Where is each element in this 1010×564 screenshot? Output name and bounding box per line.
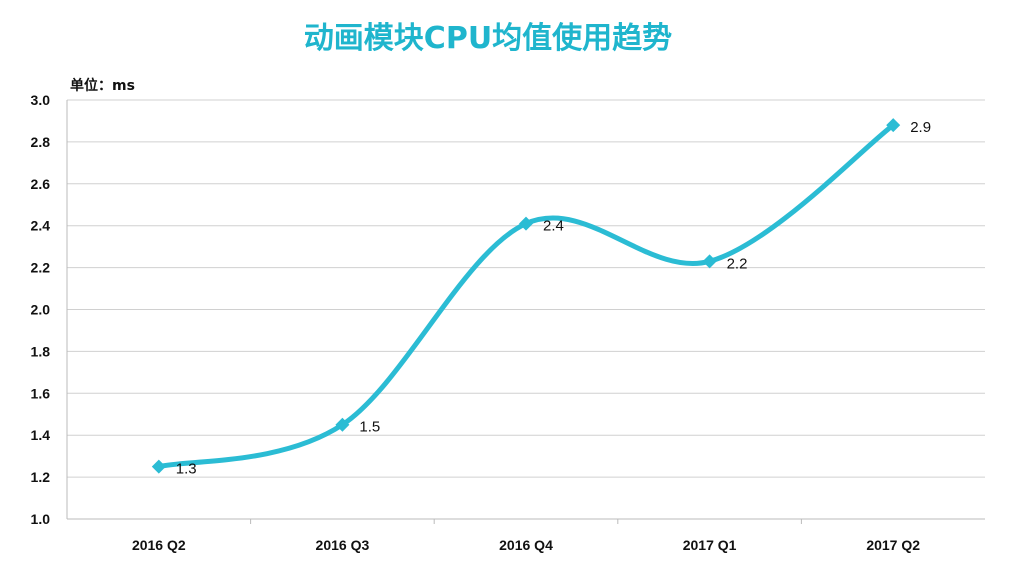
data-label: 1.5 [359,419,380,436]
data-point-marker [886,118,901,133]
x-tick-label: 2016 Q2 [132,537,186,553]
y-tick-label: 2.6 [31,176,51,192]
series-line [156,122,896,470]
y-axis-ticks: 1.0 1.2 1.4 1.6 1.8 2.0 2.2 2.4 2.6 2.8 3.0 [31,92,51,527]
x-tick-label: 2017 Q1 [683,537,737,553]
y-tick-label: 1.2 [31,469,51,485]
y-tick-label: 2.8 [31,134,51,150]
unit-label: 单位：ms [70,77,135,94]
chart-title: 动画模块CPU均值使用趋势 [304,21,672,56]
x-tick-label: 2016 Q4 [499,537,553,553]
y-tick-label: 2.2 [31,260,51,276]
y-tick-label: 2.4 [31,218,51,234]
series-layer [156,122,896,470]
y-tick-label: 1.8 [31,343,51,359]
data-label: 2.2 [727,255,748,272]
data-label: 1.3 [176,461,197,478]
y-tick-label: 2.0 [31,302,51,318]
y-tick-label: 3.0 [31,92,51,108]
data-label: 2.4 [543,218,564,235]
data-point-marker [335,417,350,432]
data-point-marker [519,216,533,231]
x-tick-label: 2017 Q2 [866,537,920,553]
data-point-marker [151,459,166,474]
data-labels-layer: 1.3 1.5 2.4 2.2 2.9 [176,119,931,477]
y-tick-label: 1.0 [31,511,51,527]
gridlines [66,99,985,520]
data-label: 2.9 [910,119,931,136]
y-tick-label: 1.6 [31,385,51,401]
x-axis-ticks: 2016 Q2 2016 Q3 2016 Q4 2017 Q1 2017 Q2 [132,519,920,553]
markers-layer [151,118,901,474]
data-point-marker [702,254,717,269]
y-tick-label: 1.4 [31,427,51,443]
x-tick-label: 2016 Q3 [316,537,370,553]
